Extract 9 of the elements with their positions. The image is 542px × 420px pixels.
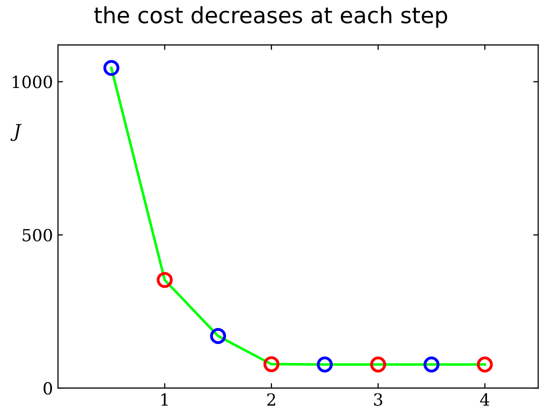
y-axis-title: J [10,124,22,142]
y-tick-label: 0 [44,382,52,395]
y-tick-label: 1000 [12,76,52,88]
x-tick-label: 4 [480,393,490,406]
x-tick-label: 1 [161,393,168,406]
chart-title: the cost decreases at each step [94,6,448,28]
y-tick-label: 500 [22,228,52,242]
x-tick-label: 3 [374,393,382,406]
x-tick-label: 2 [267,393,276,406]
